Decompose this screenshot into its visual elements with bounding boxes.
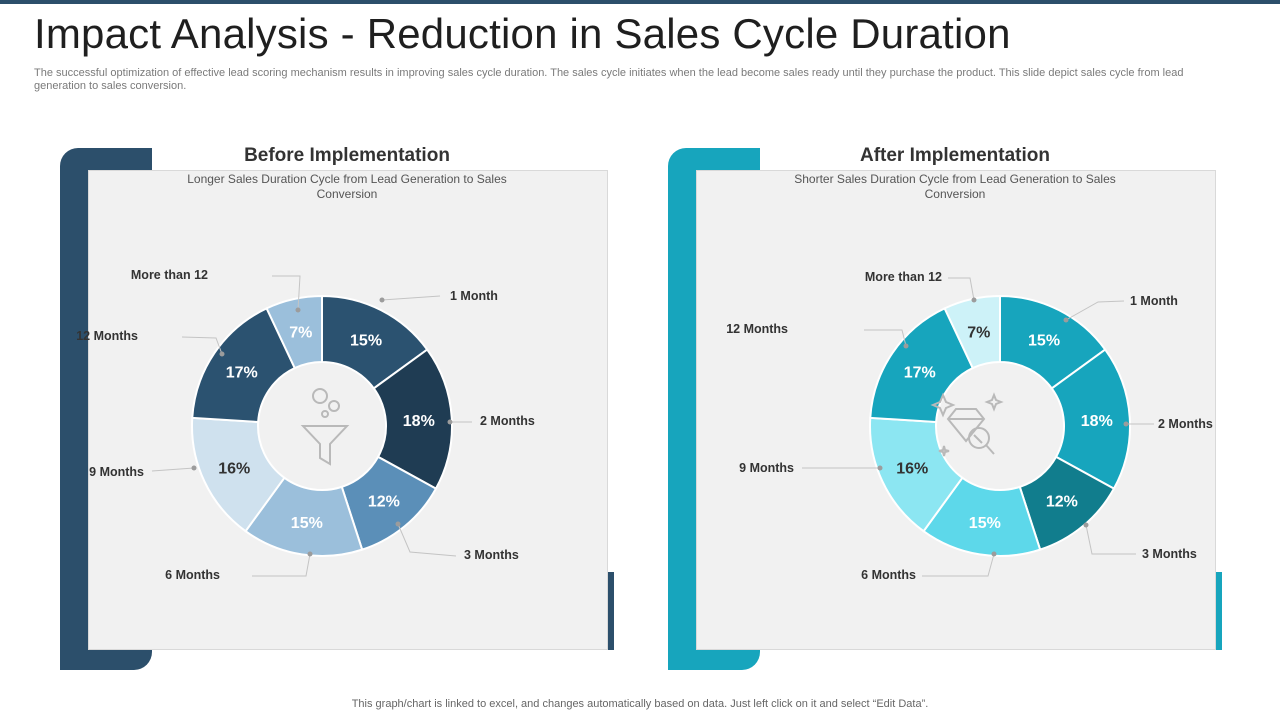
leader-line: [151, 467, 195, 472]
category-label: 3 Months: [464, 548, 519, 562]
slice-value-label: 7%: [289, 324, 312, 341]
category-label: 6 Months: [165, 568, 220, 582]
panel-end-bar: [608, 572, 614, 650]
slice-value-label: 12%: [1046, 494, 1078, 511]
leader-line: [397, 523, 457, 557]
category-label: 2 Months: [1158, 417, 1213, 431]
category-label: 12 Months: [76, 329, 138, 343]
after-implementation-panel: After Implementation Shorter Sales Durat…: [668, 145, 1228, 670]
slice-value-label: 17%: [904, 364, 936, 381]
leader-line: [922, 553, 995, 577]
leader-dot: [307, 551, 313, 557]
leader-dot: [991, 551, 997, 557]
page-subtitle: The successful optimization of effective…: [34, 67, 1184, 92]
slice-value-label: 15%: [969, 515, 1001, 532]
leader-line: [948, 277, 975, 301]
before-donut-chart[interactable]: 15% 1 Month 18% 2 Months 12% 3 Months 15% 6 Mon…: [60, 148, 620, 670]
leader-dot: [1063, 317, 1069, 323]
category-label: 2 Months: [480, 414, 535, 428]
panel-end-bar: [1216, 572, 1222, 650]
category-label: 12 Months: [726, 322, 788, 336]
panel-card: [88, 170, 608, 650]
leader-line: [381, 295, 441, 301]
leader-dot: [295, 307, 301, 313]
leader-dot: [191, 465, 197, 471]
leader-dot: [1123, 421, 1129, 427]
leader-line: [1065, 300, 1125, 321]
slice-value-label: 15%: [1028, 333, 1060, 350]
leader-dot: [1083, 522, 1089, 528]
slice-value-label: 18%: [1081, 413, 1113, 430]
slice-value-label: 17%: [226, 364, 258, 381]
category-label: 9 Months: [739, 461, 794, 475]
panel-description: Longer Sales Duration Cycle from Lead Ge…: [187, 172, 507, 201]
leader-dot: [971, 297, 977, 303]
category-label: More than 12: [131, 268, 208, 282]
leader-line: [272, 275, 301, 311]
after-donut-chart[interactable]: 15% 1 Month 18% 2 Months 12% 3 Months 15% 6 Mon…: [668, 148, 1228, 670]
leader-dot: [219, 351, 225, 357]
donut-slice-7[interactable]: [265, 294, 323, 370]
slice-value-label: 15%: [350, 333, 382, 350]
category-label: More than 12: [865, 270, 942, 284]
panel-heading: Before Implementation: [244, 145, 450, 166]
leader-line: [864, 329, 907, 347]
diamond-search-icon: [930, 392, 1004, 457]
leader-dot: [395, 521, 401, 527]
leader-dot: [877, 465, 883, 471]
before-implementation-panel: Before Implementation Longer Sales Durat…: [60, 145, 620, 670]
slice-value-label: 15%: [291, 515, 323, 532]
donut-slice-7[interactable]: [943, 294, 1001, 370]
top-accent-strip: [0, 0, 1280, 4]
panel-heading: After Implementation: [859, 145, 1051, 166]
slice-value-label: 18%: [403, 413, 435, 430]
slice-value-label: 12%: [368, 494, 400, 511]
leader-line: [252, 553, 311, 577]
funnel-icon: [300, 388, 350, 466]
category-label: 6 Months: [861, 568, 916, 582]
leader-line: [1085, 524, 1136, 555]
category-label: 9 Months: [89, 465, 144, 479]
leader-dot: [379, 297, 385, 303]
slice-value-label: 16%: [218, 460, 250, 477]
footer-note: This graph/chart is linked to excel, and…: [351, 698, 929, 710]
category-label: 3 Months: [1142, 547, 1197, 561]
panel-description: Shorter Sales Duration Cycle from Lead G…: [794, 172, 1116, 201]
leader-dot: [447, 419, 453, 425]
leader-line: [181, 336, 223, 355]
category-label: 1 Month: [1130, 294, 1178, 308]
slice-value-label: 7%: [967, 324, 990, 341]
page-title: Impact Analysis - Reduction in Sales Cyc…: [34, 10, 1011, 57]
donut-slice-2[interactable]: [1050, 348, 1131, 490]
category-label: 1 Month: [450, 289, 498, 303]
leader-dot: [903, 343, 909, 349]
donut-slice-2[interactable]: [372, 348, 453, 490]
slice-value-label: 16%: [896, 460, 928, 477]
